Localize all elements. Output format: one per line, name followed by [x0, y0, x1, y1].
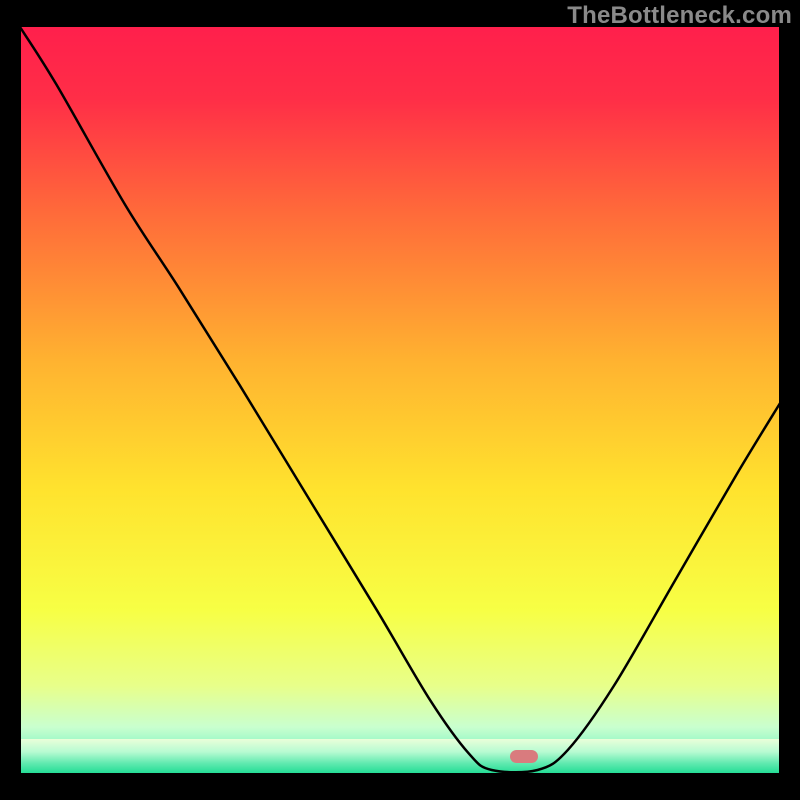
- chart-canvas: TheBottleneck.com: [0, 0, 800, 800]
- curve-path: [18, 24, 782, 772]
- bottleneck-curve: [18, 24, 782, 776]
- optimum-marker: [510, 750, 538, 763]
- plot-area: [18, 24, 782, 776]
